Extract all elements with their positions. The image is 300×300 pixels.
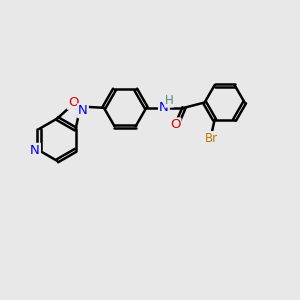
Text: N: N bbox=[78, 104, 88, 117]
Text: Br: Br bbox=[205, 132, 218, 145]
Text: N: N bbox=[30, 144, 40, 157]
Text: O: O bbox=[68, 96, 78, 109]
Text: O: O bbox=[170, 118, 180, 131]
Text: H: H bbox=[165, 94, 174, 107]
Text: N: N bbox=[159, 101, 169, 114]
